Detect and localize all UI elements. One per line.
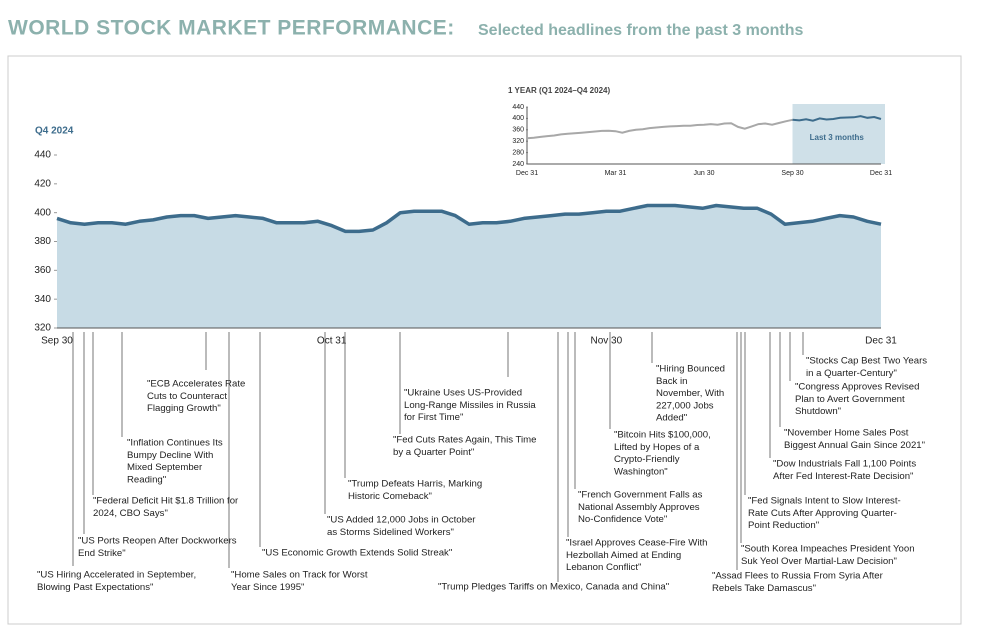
page-title: WORLD STOCK MARKET PERFORMANCE: [8, 17, 455, 40]
y-tick-label: 340 [34, 294, 51, 305]
highlight [792, 104, 885, 164]
y-tick-label: 440 [34, 150, 51, 161]
y-tick-label: 400 [34, 207, 51, 218]
annotation: Point Reduction" [748, 520, 819, 531]
annotation: "Bitcoin Hits $100,000, [614, 430, 711, 441]
series-line [792, 115, 882, 122]
annotation: Bumpy Decline With [127, 450, 213, 461]
annotation: as Storms Sidelined Workers" [327, 527, 454, 538]
annotation: Plan to Avert Government [795, 394, 905, 405]
panel [7, 55, 962, 625]
annotation: "Stocks Cap Best Two Years [806, 356, 927, 367]
annotation: Year Since 1995" [231, 582, 304, 593]
y-tick-label: 360 [34, 265, 51, 276]
annotation: "Trump Defeats Harris, Marking [348, 479, 482, 490]
chart-title: Q4 2024 [35, 126, 74, 137]
annotation: "Congress Approves Revised [795, 382, 919, 393]
annotation: "November Home Sales Post [784, 428, 909, 439]
page-subtitle: Selected headlines from the past 3 month… [478, 22, 804, 39]
inset-title: 1 YEAR (Q1 2024–Q4 2024) [508, 86, 610, 95]
annotation: Crypto-Friendly [614, 454, 680, 465]
annotation: for First Time" [404, 412, 463, 423]
annotation: Lebanon Conflict" [566, 562, 641, 573]
annotation: "Assad Flees to Russia From Syria After [712, 571, 884, 582]
highlight-label: Last 3 months [810, 133, 865, 142]
annotation: Mixed September [127, 462, 203, 473]
x-tick-label: Jun 30 [693, 170, 714, 177]
x-tick-label: Sep 30 [781, 170, 803, 177]
y-tick-label: 360 [512, 127, 524, 134]
annotation: "Dow Industrials Fall 1,100 Points [773, 459, 916, 470]
annotation: in a Quarter-Century" [806, 368, 897, 379]
annotation: "US Added 12,000 Jobs in October [327, 515, 476, 526]
annotation: End Strike" [78, 548, 126, 559]
annotation: Lifted by Hopes of a [614, 442, 700, 453]
y-tick-label: 420 [34, 178, 51, 189]
y-tick-label: 400 [512, 115, 524, 122]
y-tick-label: 380 [34, 236, 51, 247]
annotation: "Fed Cuts Rates Again, This Time [393, 435, 536, 446]
x-tick-label: Nov 30 [590, 336, 622, 347]
series-line [526, 118, 793, 140]
x-tick-label: Oct 31 [317, 336, 347, 347]
annotation: "Home Sales on Track for Worst [231, 570, 368, 581]
x-tick-label: Dec 31 [870, 170, 892, 177]
annotation: "French Government Falls as [578, 490, 703, 501]
line [56, 203, 882, 234]
annotation: "US Economic Growth Extends Solid Streak… [262, 548, 452, 559]
annotation: Suk Yeol Over Martial-Law Decision" [741, 556, 897, 567]
annotation: "Federal Deficit Hit $1.8 Trillion for [93, 496, 239, 507]
annotation: After Fed Interest-Rate Decision" [773, 471, 913, 482]
x-tick-label: Sep 30 [41, 336, 73, 347]
annotation: Rebels Take Damascus" [712, 583, 816, 594]
annotation: "Israel Approves Cease-Fire With [566, 538, 708, 549]
annotation: Washington" [614, 466, 668, 477]
annotation: Hezbollah Aimed at Ending [566, 550, 681, 561]
annotation: 2024, CBO Says" [93, 508, 168, 519]
annotation: Reading" [127, 474, 166, 485]
annotation: "ECB Accelerates Rate [147, 379, 245, 390]
annotation: Back in [656, 376, 687, 387]
y-tick-label: 320 [512, 138, 524, 145]
annotation: Blowing Past Expectations" [37, 582, 153, 593]
annotation: "US Ports Reopen After Dockworkers [78, 536, 237, 547]
annotation: by a Quarter Point" [393, 447, 474, 458]
y-tick-label: 280 [512, 149, 524, 156]
annotation: "South Korea Impeaches President Yoon [741, 544, 915, 555]
annotation: Long-Range Missiles in Russia [404, 400, 536, 411]
annotation: Flagging Growth" [147, 403, 221, 414]
annotation: November, With [656, 388, 724, 399]
annotation: Cuts to Counteract [147, 391, 227, 402]
x-tick-label: Mar 31 [605, 170, 627, 177]
annotation: Shutdown" [795, 406, 841, 417]
annotation: "Trump Pledges Tariffs on Mexico, Canada… [438, 582, 669, 593]
annotation: "Hiring Bounced [656, 364, 725, 375]
annotation: Added" [656, 413, 687, 424]
annotation: National Assembly Approves [578, 502, 700, 513]
y-tick-label: 240 [512, 161, 524, 168]
x-tick-label: Dec 31 [516, 170, 538, 177]
x-tick-label: Dec 31 [865, 336, 897, 347]
annotation: Rate Cuts After Approving Quarter- [748, 508, 897, 519]
annotation: "Ukraine Uses US-Provided [404, 388, 522, 399]
annotation: No-Confidence Vote" [578, 514, 667, 525]
annotation: 227,000 Jobs [656, 400, 714, 411]
annotation: "Inflation Continues Its [127, 438, 223, 449]
annotation: "US Hiring Accelerated in September, [37, 570, 196, 581]
annotation: "Fed Signals Intent to Slow Interest- [748, 496, 901, 507]
annotation: Historic Comeback" [348, 491, 432, 502]
y-tick-label: 320 [34, 323, 51, 334]
annotation: Biggest Annual Gain Since 2021" [784, 440, 925, 451]
area [57, 205, 881, 328]
y-tick-label: 440 [512, 104, 524, 111]
